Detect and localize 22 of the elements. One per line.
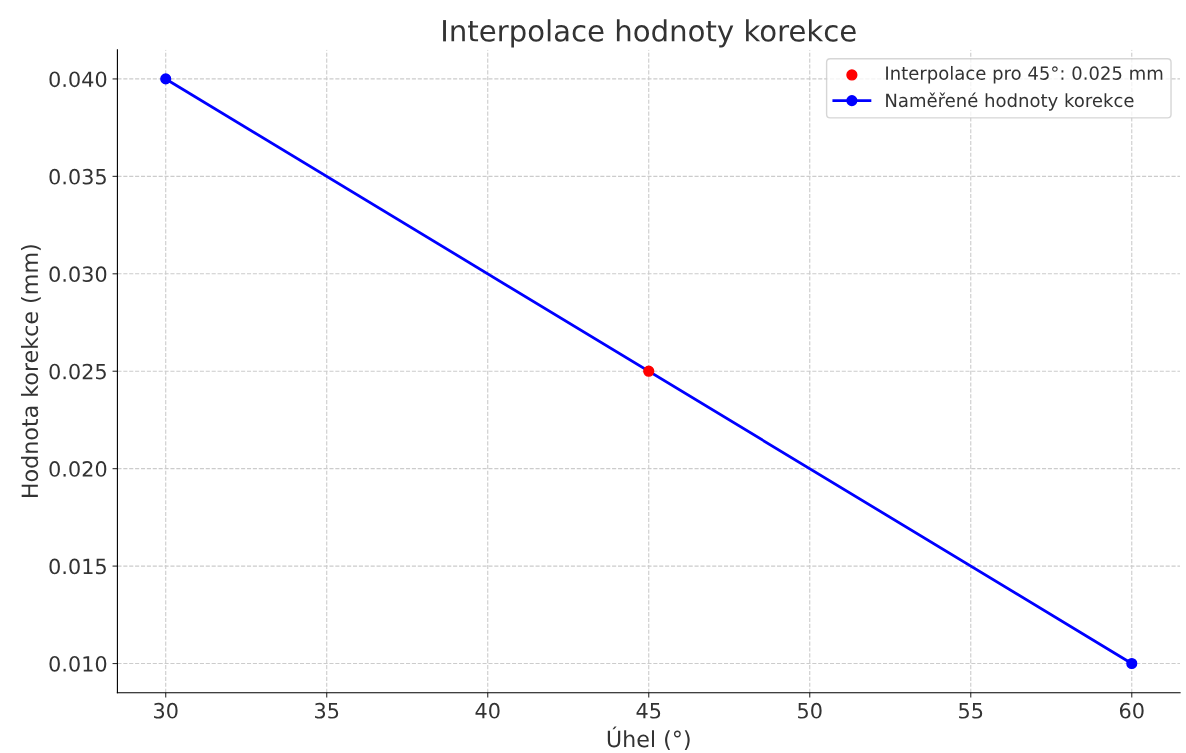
y-tick-label: 0.020 (49, 461, 107, 477)
y-tick-label: 0.035 (49, 168, 106, 185)
x-tick-label: 40 (475, 702, 500, 719)
y-tick-label: 0.040 (49, 71, 107, 88)
x-tick-label: 35 (315, 702, 339, 719)
point (1126, 657, 1138, 670)
x-tick-label: 60 (1119, 702, 1144, 719)
chart-title: Interpolace hodnoty korekce (443, 19, 856, 48)
x-tick-label: 30 (154, 702, 178, 719)
x-tick-label: 45 (636, 703, 661, 719)
point (160, 73, 172, 85)
legend-label: Naměřené hodnoty korekce (886, 92, 1134, 111)
point (643, 365, 655, 377)
x-tick-label: 55 (959, 703, 983, 719)
legend-label: Interpolace pro 45°: 0.025 mm (886, 65, 1163, 84)
y-tick-label: 0.015 (49, 558, 106, 575)
x-tick-label: 50 (798, 702, 822, 719)
y-tick-label: 0.025 (49, 363, 106, 380)
x-axis-title: Úhel (°) (607, 726, 690, 750)
y-tick-label: 0.010 (49, 655, 107, 672)
y-axis-title: Hodnota korekce (mm) (20, 245, 41, 498)
y-tick-label: 0.030 (49, 266, 107, 283)
